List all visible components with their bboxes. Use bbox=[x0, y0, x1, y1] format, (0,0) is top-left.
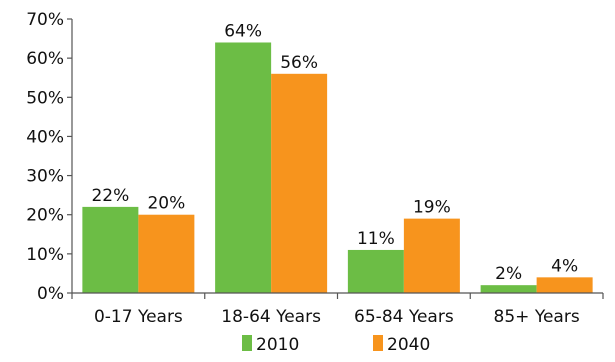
data-label-2010: 11% bbox=[357, 229, 395, 249]
y-tick-label: 20% bbox=[26, 206, 64, 226]
x-tick-label: 65-84 Years bbox=[354, 307, 454, 327]
legend-swatch-2010 bbox=[242, 335, 252, 351]
data-labels: 22% 20% 64% 56% 11% 19% 2% 4% bbox=[91, 21, 578, 284]
legend: 2010 2040 bbox=[242, 335, 430, 355]
data-label-2040: 19% bbox=[413, 198, 451, 218]
y-tick-label: 30% bbox=[26, 167, 64, 187]
data-label-2010: 2% bbox=[495, 264, 522, 284]
y-tick-label: 50% bbox=[26, 88, 64, 108]
legend-label-2040: 2040 bbox=[387, 335, 430, 355]
x-tick-label: 0-17 Years bbox=[94, 307, 183, 327]
bar-2040 bbox=[271, 73, 328, 293]
data-label-2010: 64% bbox=[224, 21, 262, 41]
bar-2040 bbox=[138, 214, 195, 293]
data-label-2040: 56% bbox=[280, 53, 318, 73]
x-tick-label: 85+ Years bbox=[494, 307, 580, 327]
bar-2010 bbox=[82, 206, 139, 293]
bar-2010 bbox=[215, 42, 272, 293]
data-label-2040: 4% bbox=[551, 256, 578, 276]
legend-label-2010: 2010 bbox=[256, 335, 299, 355]
data-label-2010: 22% bbox=[91, 186, 129, 206]
y-tick-label: 60% bbox=[26, 49, 64, 69]
x-tick-label: 18-64 Years bbox=[221, 307, 321, 327]
data-label-2040: 20% bbox=[147, 194, 185, 214]
y-axis: 0% 10% 20% 30% 40% 50% 60% 70% bbox=[26, 10, 73, 304]
bar-2010 bbox=[480, 285, 537, 293]
bars bbox=[82, 42, 593, 293]
y-tick-label: 0% bbox=[37, 284, 64, 304]
bar-2040 bbox=[536, 277, 593, 293]
y-tick-label: 70% bbox=[26, 10, 64, 30]
x-axis: 0-17 Years 18-64 Years 65-84 Years 85+ Year… bbox=[71, 292, 604, 327]
y-tick-label: 40% bbox=[26, 127, 64, 147]
bar-2010 bbox=[347, 249, 404, 293]
bar-2040 bbox=[403, 218, 460, 293]
y-tick-label: 10% bbox=[26, 245, 64, 265]
legend-swatch-2040 bbox=[373, 335, 383, 351]
